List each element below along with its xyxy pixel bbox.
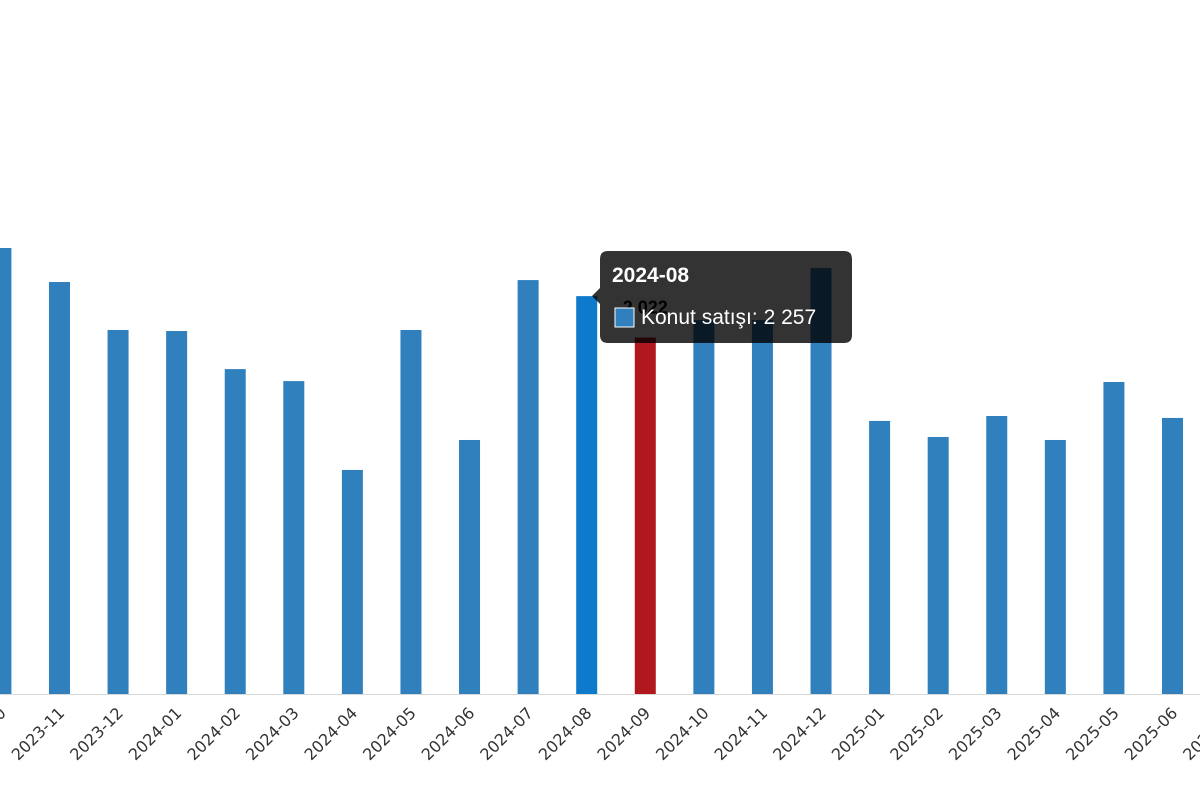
bar bbox=[107, 329, 129, 694]
x-tick-label: 2023-10 bbox=[0, 703, 10, 764]
x-tick-label: 2024-08 bbox=[535, 703, 596, 764]
x-tick-label: 2025-04 bbox=[1003, 703, 1064, 764]
bar bbox=[459, 439, 481, 694]
tooltip-title: 2024-08 bbox=[612, 264, 689, 287]
x-tick-label: 2025-03 bbox=[945, 703, 1006, 764]
x-tick-label: 2025-06 bbox=[1121, 703, 1182, 764]
bar bbox=[927, 436, 949, 694]
bar bbox=[869, 420, 891, 694]
x-tick-label: 2025-01 bbox=[828, 703, 889, 764]
tooltip-swatch bbox=[614, 307, 635, 328]
tooltip-value: 2 257 bbox=[764, 306, 817, 329]
bar bbox=[48, 282, 70, 694]
bar bbox=[0, 248, 12, 694]
bar bbox=[400, 329, 422, 694]
tooltip-separator: : bbox=[752, 306, 764, 329]
x-tick-label: 2024-12 bbox=[769, 703, 830, 764]
x-tick-label: 2024-09 bbox=[593, 703, 654, 764]
bar bbox=[1162, 417, 1183, 694]
bar bbox=[693, 320, 715, 694]
bar bbox=[751, 320, 773, 694]
bar bbox=[810, 268, 832, 694]
bar bbox=[1044, 439, 1066, 694]
bar bbox=[283, 381, 305, 694]
bar bbox=[1103, 381, 1125, 694]
bar bbox=[576, 296, 598, 694]
bar bbox=[986, 415, 1008, 694]
x-tick-label: 2024-02 bbox=[183, 703, 244, 764]
bar bbox=[224, 369, 246, 694]
x-tick-label: 2024-07 bbox=[476, 703, 537, 764]
tooltip-box bbox=[592, 251, 852, 343]
x-tick-label: 2025-07 bbox=[1179, 703, 1200, 764]
tooltip-text: Konut satışı: 2 257 bbox=[641, 306, 816, 329]
x-tick-label: 2024-05 bbox=[359, 703, 420, 764]
bar bbox=[634, 337, 656, 694]
x-tick-label: 2025-05 bbox=[1062, 703, 1123, 764]
x-tick-label: 2025-02 bbox=[886, 703, 947, 764]
x-tick-label: 2024-06 bbox=[418, 703, 479, 764]
tooltip-series-name: Konut satışı bbox=[641, 306, 752, 329]
tooltip: 2024-08 Konut satışı: 2 257 bbox=[592, 251, 852, 343]
x-tick-label: 2024-03 bbox=[242, 703, 303, 764]
x-tick-label: 2024-11 bbox=[711, 703, 772, 764]
x-tick-label: 2024-01 bbox=[125, 703, 186, 764]
x-tick-label: 2024-04 bbox=[300, 703, 361, 764]
bar bbox=[517, 280, 539, 694]
x-tick-label: 2023-11 bbox=[8, 703, 69, 764]
x-tick-label: 2024-10 bbox=[652, 703, 713, 764]
bar bbox=[341, 469, 363, 694]
bar bbox=[166, 331, 188, 694]
x-tick-label: 2023-12 bbox=[66, 703, 127, 764]
